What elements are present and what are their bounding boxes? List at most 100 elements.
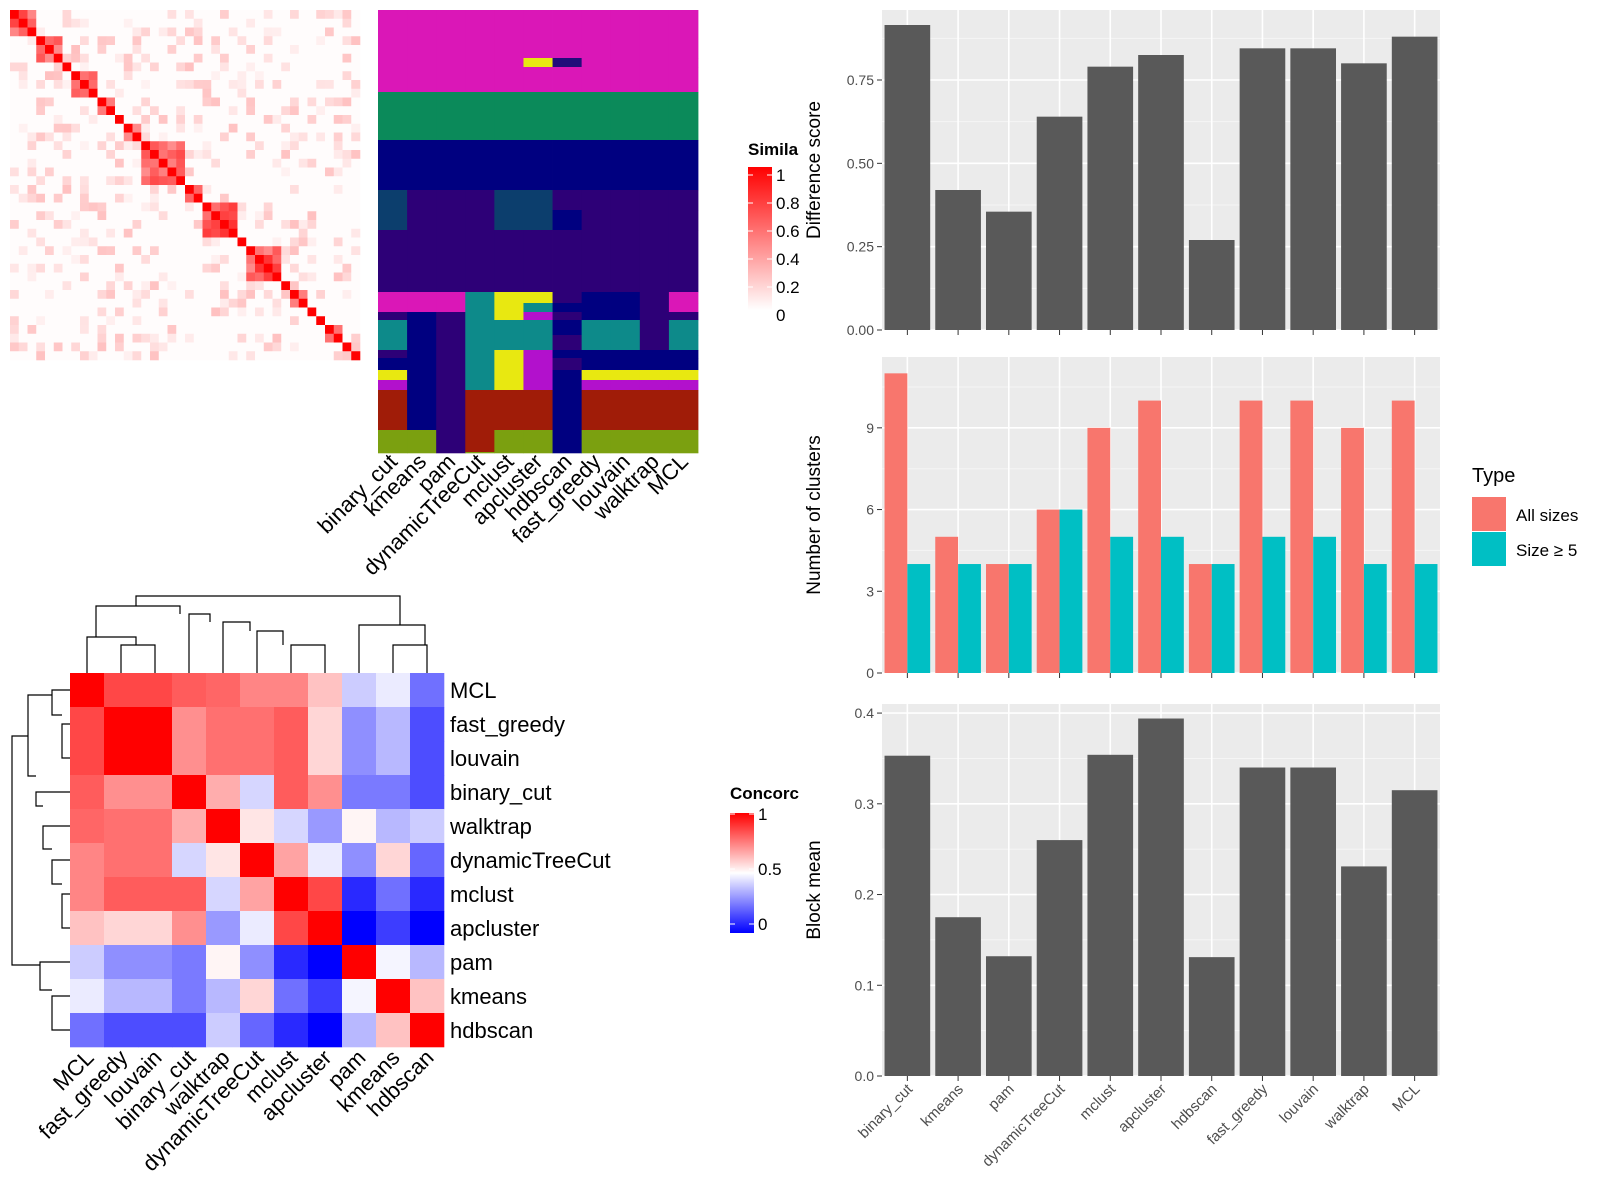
similarity-cell (290, 316, 300, 326)
similarity-cell (325, 228, 335, 238)
similarity-cell (281, 88, 291, 98)
similarity-cell (325, 176, 335, 186)
concordance-cell (274, 775, 309, 810)
similarity-cell (115, 53, 125, 63)
similarity-cell (45, 298, 55, 308)
similarity-cell (167, 123, 177, 133)
similarity-cell (53, 237, 63, 247)
membership-cell (639, 320, 670, 336)
concordance-cell (376, 911, 411, 946)
similarity-cell (263, 97, 273, 107)
similarity-cell (158, 185, 168, 195)
similarity-cell (97, 228, 107, 238)
similarity-cell (237, 298, 247, 308)
similarity-cell (62, 53, 72, 63)
similarity-cell (307, 36, 317, 46)
similarity-cell (255, 202, 265, 212)
similarity-cell (18, 237, 28, 247)
similarity-cell (115, 316, 125, 326)
membership-cell (552, 303, 583, 313)
similarity-cell (106, 307, 116, 317)
similarity-cell (36, 97, 46, 107)
similarity-cell (71, 342, 81, 352)
membership-cell (523, 92, 553, 141)
similarity-cell (185, 202, 195, 212)
similarity-cell (106, 237, 116, 247)
similarity-cell (106, 193, 116, 203)
similarity-cell (185, 333, 195, 343)
membership-cell (378, 452, 408, 454)
similarity-cell (158, 176, 168, 186)
similarity-cell (18, 97, 28, 107)
similarity-cell (351, 158, 361, 168)
similarity-cell (132, 115, 142, 125)
similarity-cell (211, 342, 221, 352)
membership-cell (523, 190, 553, 211)
membership-cell (639, 190, 670, 211)
concordance-heatmap (70, 673, 445, 1048)
similarity-cell (228, 228, 238, 238)
similarity-cell (132, 132, 142, 142)
similarity-cell (167, 211, 177, 221)
similarity-cell (185, 132, 195, 142)
similarity-cell (97, 53, 107, 63)
similarity-cell (228, 115, 238, 125)
similarity-cell (167, 80, 177, 90)
membership-cell (436, 350, 466, 359)
similarity-cell (342, 71, 352, 81)
bar-size5 (1110, 536, 1134, 673)
similarity-cell (342, 185, 352, 195)
similarity-cell (27, 193, 37, 203)
similarity-cell (62, 115, 72, 125)
concordance-cell (206, 1013, 241, 1048)
concordance-cell (376, 707, 411, 742)
similarity-cell (290, 132, 300, 142)
membership-cell (436, 335, 466, 351)
similarity-cell (115, 115, 125, 125)
similarity-cell (141, 176, 151, 186)
concordance-cell (172, 843, 207, 878)
similarity-cell (246, 228, 256, 238)
bar-all-sizes (1341, 427, 1364, 673)
membership-cell (494, 92, 524, 141)
membership-cell (523, 303, 553, 313)
bar (1290, 767, 1337, 1076)
similarity-cell (45, 176, 55, 186)
similarity-cell (80, 10, 90, 20)
similarity-cell (158, 62, 168, 72)
similarity-cell (36, 71, 46, 81)
similarity-cell (333, 141, 343, 151)
concordance-dendrograms (11, 595, 428, 1031)
similarity-cell (351, 272, 361, 282)
concordance-cell (376, 843, 411, 878)
similarity-cell (316, 316, 326, 326)
similarity-cell (246, 71, 256, 81)
membership-cell (639, 67, 670, 93)
similarity-cell (141, 333, 151, 343)
concordance-legend: Concorc 10.50 (730, 784, 799, 934)
similarity-cell (193, 141, 203, 151)
similarity-cell (176, 36, 186, 46)
similarity-cell (115, 80, 125, 90)
similarity-cell (167, 115, 177, 125)
similarity-cell (115, 62, 125, 72)
similarity-cell (115, 193, 125, 203)
membership-cell (581, 335, 612, 351)
column-dendrogram-branch (222, 621, 251, 673)
similarity-cell (307, 45, 317, 55)
similarity-cell (18, 333, 28, 343)
similarity-cell (185, 80, 195, 90)
similarity-cell (211, 237, 221, 247)
similarity-cell (167, 316, 177, 326)
similarity-cell (237, 62, 247, 72)
concordance-cell (138, 809, 173, 844)
similarity-cell (167, 202, 177, 212)
similarity-cell (123, 307, 133, 317)
similarity-cell (316, 80, 326, 90)
similarity-cell (36, 18, 46, 28)
membership-cell (378, 350, 408, 359)
concordance-cell (240, 1013, 275, 1048)
concordance-cell (308, 843, 343, 878)
similarity-cell (193, 333, 203, 343)
similarity-cell (351, 351, 361, 361)
